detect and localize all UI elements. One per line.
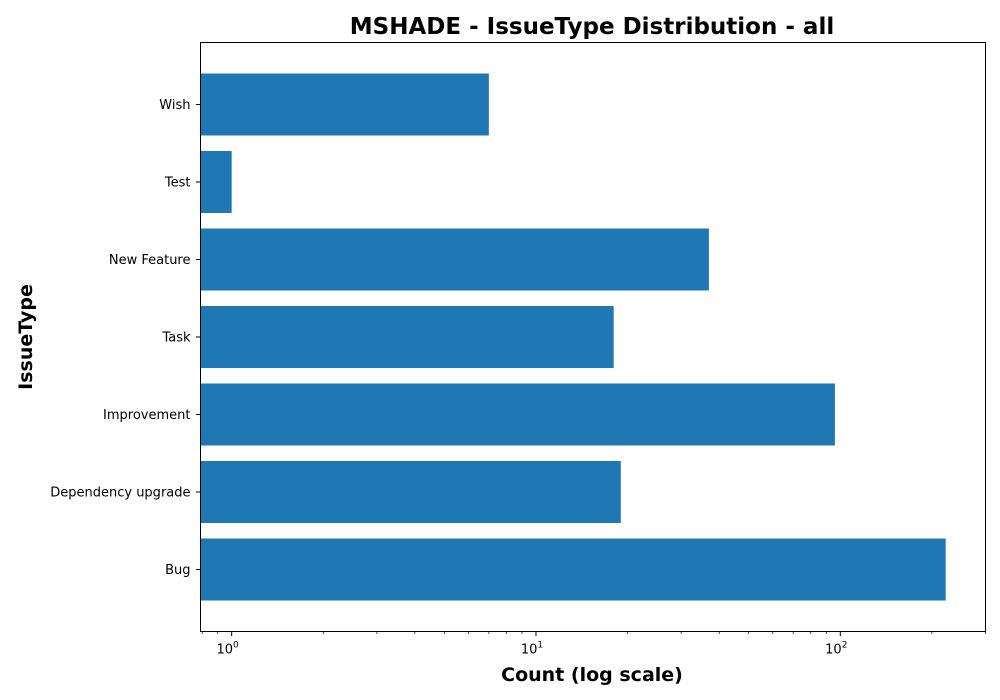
x-tick-label: 102	[825, 641, 847, 658]
y-tick-label: Test	[164, 176, 191, 191]
y-tick-label: Wish	[159, 98, 190, 113]
bar-improvement	[200, 383, 835, 446]
bar-dependency-upgrade	[200, 461, 621, 523]
plot-frame	[200, 42, 986, 632]
y-axis-label: IssueType	[15, 284, 37, 390]
y-axis-ticks: Bug Dependency upgrade Improvement Task New …	[50, 98, 201, 578]
y-tick-label: Task	[161, 331, 191, 346]
x-axis-label: Count (log scale)	[501, 664, 683, 686]
y-tick-label: Bug	[165, 563, 190, 578]
bar-test	[200, 151, 232, 213]
y-tick-label: New Feature	[109, 253, 191, 268]
x-axis-ticks: 100 101 102	[201, 631, 986, 658]
x-tick-label: 100	[217, 641, 240, 658]
x-tick-label: 101	[521, 641, 543, 658]
bar-wish	[200, 73, 489, 136]
bar-new-feature	[200, 228, 709, 291]
y-tick-label: Improvement	[103, 408, 190, 423]
bar-task	[200, 306, 614, 368]
chart-title: MSHADE - IssueType Distribution - all	[350, 14, 834, 40]
y-tick-label: Dependency upgrade	[50, 486, 190, 501]
bar-bug	[200, 538, 946, 601]
bars-group	[200, 73, 946, 601]
